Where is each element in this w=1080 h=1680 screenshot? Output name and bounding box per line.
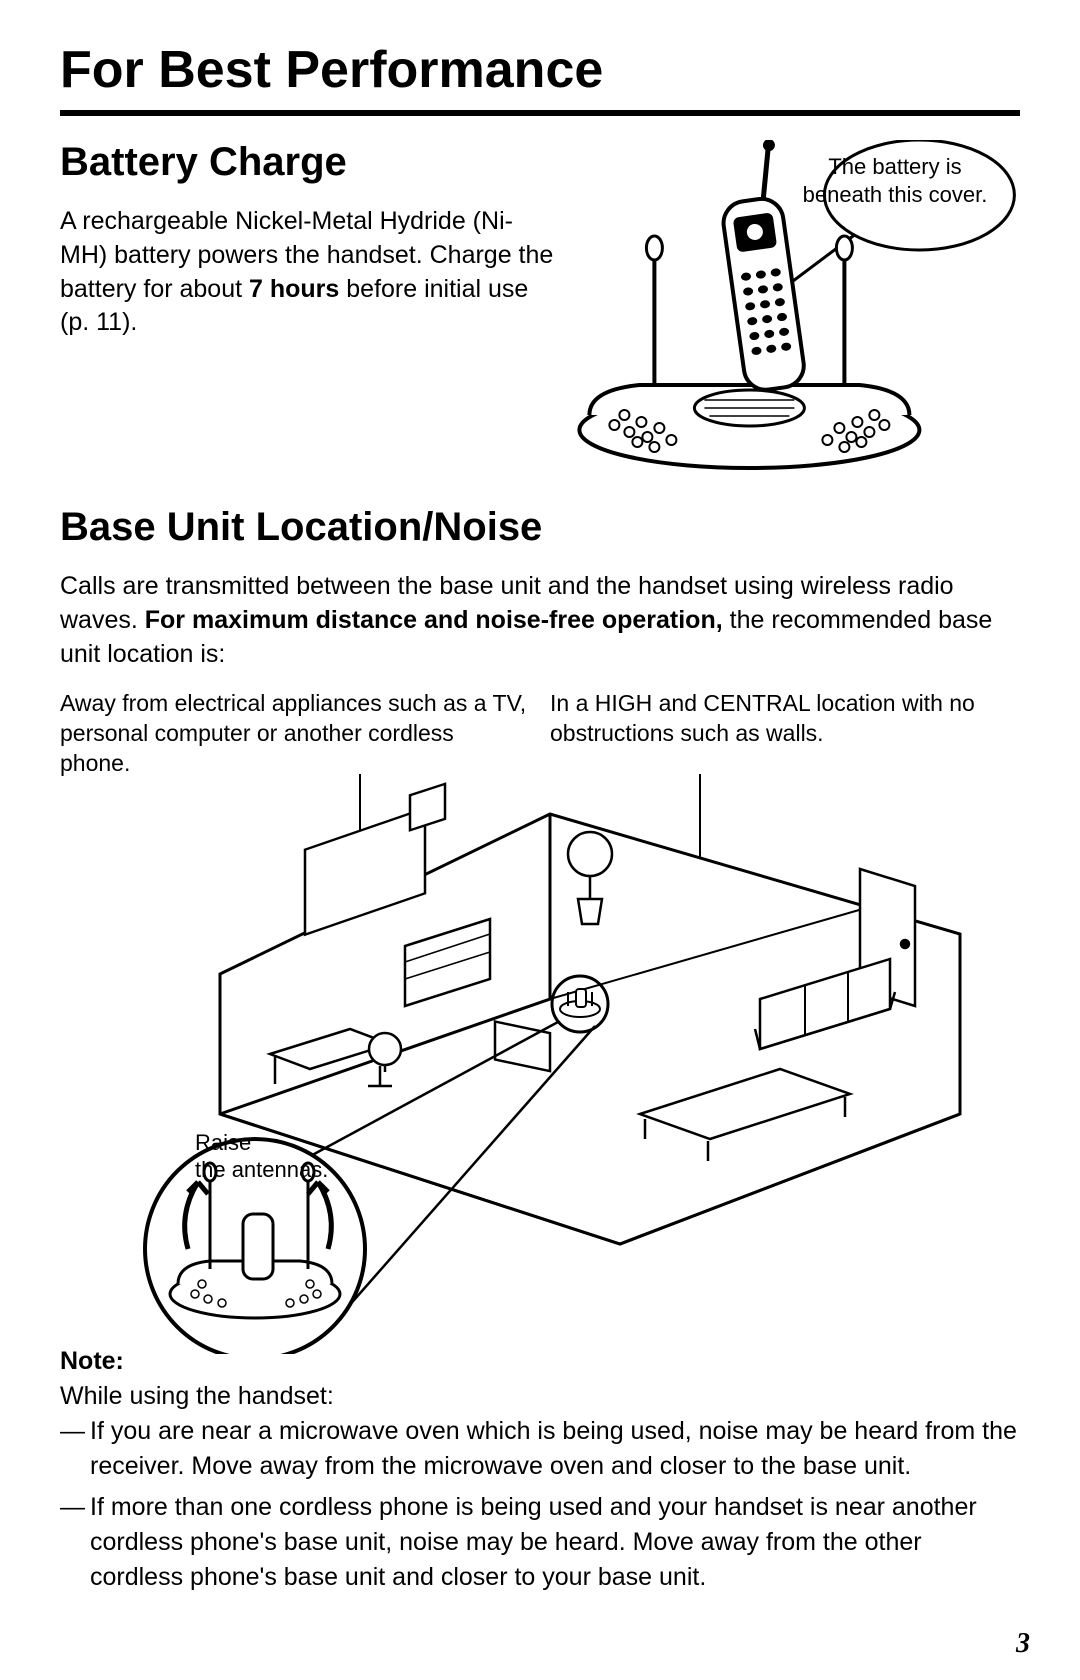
phone-illustration: The battery is beneath this cover. bbox=[559, 140, 1020, 475]
note-item: If more than one cordless phone is being… bbox=[90, 1490, 1020, 1595]
battery-text-column: Battery Charge A rechargeable Nickel-Met… bbox=[60, 140, 559, 475]
battery-callout: The battery is beneath this cover. bbox=[790, 135, 1000, 255]
raise-antennas-label: Raise the antennas. bbox=[195, 1129, 328, 1184]
base-tip-left: Away from electrical appliances such as … bbox=[60, 689, 530, 779]
room-illustration: Raise the antennas. bbox=[60, 774, 1020, 1354]
battery-section: Battery Charge A rechargeable Nickel-Met… bbox=[60, 140, 1020, 475]
base-tip-right: In a HIGH and CENTRAL location with no o… bbox=[550, 689, 1020, 779]
room-svg bbox=[60, 774, 1020, 1354]
page-number: 3 bbox=[1016, 1628, 1030, 1660]
base-intro: Calls are transmitted between the base u… bbox=[60, 570, 1020, 671]
page-title: For Best Performance bbox=[60, 40, 1020, 116]
battery-heading: Battery Charge bbox=[60, 140, 559, 185]
note-section: Note: While using the handset: If you ar… bbox=[60, 1344, 1020, 1595]
battery-text-bold: 7 hours bbox=[249, 275, 339, 303]
base-intro-bold: For maximum distance and noise-free oper… bbox=[145, 606, 723, 634]
note-item: If you are near a microwave oven which i… bbox=[90, 1414, 1020, 1484]
base-heading: Base Unit Location/Noise bbox=[60, 505, 1020, 550]
note-intro: While using the handset: bbox=[60, 1379, 1020, 1414]
battery-paragraph: A rechargeable Nickel-Metal Hydride (Ni-… bbox=[60, 205, 559, 340]
note-list: If you are near a microwave oven which i… bbox=[60, 1414, 1020, 1595]
base-tips-row: Away from electrical appliances such as … bbox=[60, 689, 1020, 779]
